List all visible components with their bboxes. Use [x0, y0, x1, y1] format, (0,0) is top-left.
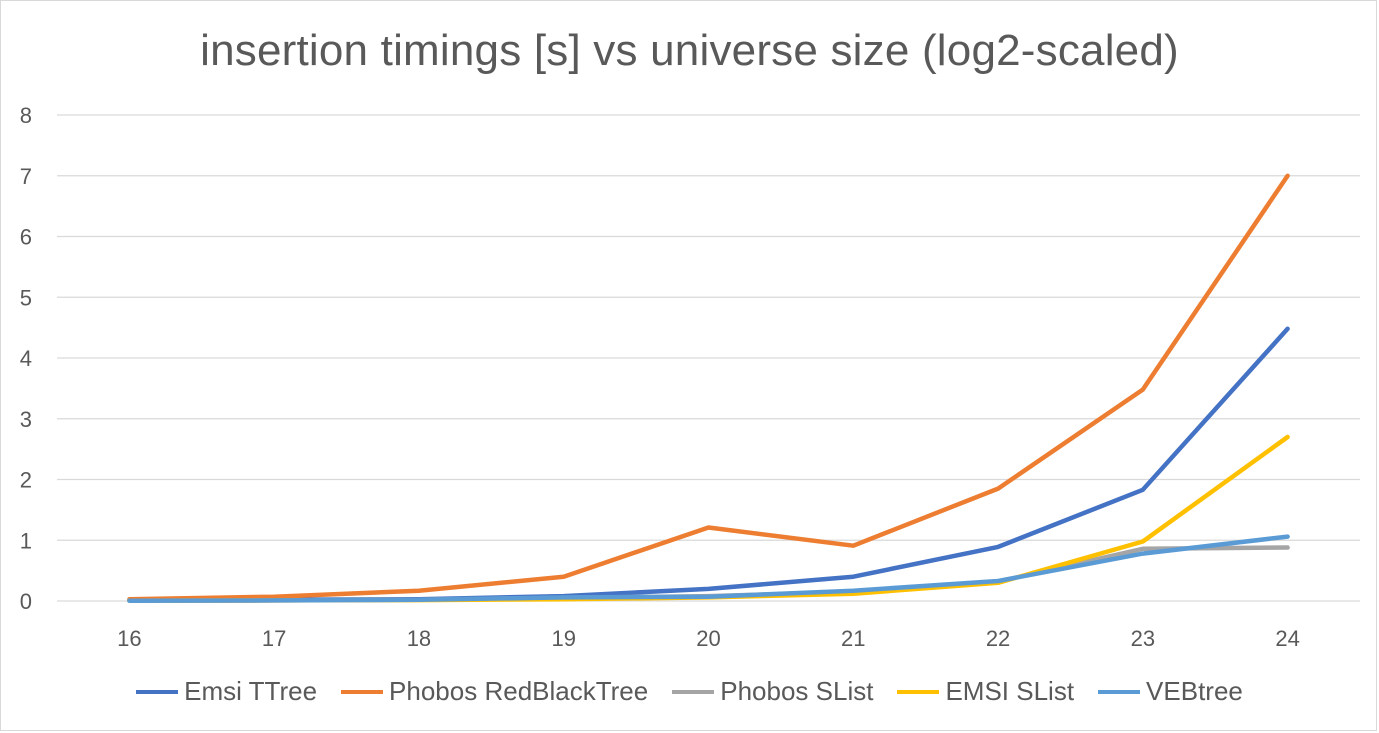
- legend-swatch: [897, 689, 940, 694]
- legend-item: Emsi TTree: [136, 676, 317, 707]
- x-tick-label: 20: [696, 626, 720, 651]
- y-tick-label: 3: [20, 407, 32, 432]
- y-axis-ticks: 0 1 2 3 4 5 6 7 8: [20, 103, 32, 614]
- y-tick-label: 0: [20, 589, 32, 614]
- legend-swatch: [341, 689, 384, 694]
- series-line-emsi-slist: [127, 434, 1290, 603]
- series-line-phobos-slist: [127, 545, 1290, 603]
- x-tick-label: 24: [1275, 626, 1299, 651]
- series-line-vebtree: [127, 534, 1290, 603]
- x-tick-label: 21: [841, 626, 865, 651]
- y-tick-label: 4: [20, 346, 32, 371]
- x-tick-label: 18: [407, 626, 431, 651]
- legend-item: Phobos SList: [672, 676, 873, 707]
- legend-label: Phobos RedBlackTree: [389, 676, 649, 706]
- legend-item: Phobos RedBlackTree: [341, 676, 648, 707]
- y-tick-label: 5: [20, 285, 32, 310]
- legend-label: VEBtree: [1146, 676, 1243, 706]
- series-lines: [127, 173, 1290, 603]
- legend-label: Emsi TTree: [184, 676, 318, 706]
- y-tick-label: 6: [20, 225, 32, 250]
- x-tick-label: 23: [1131, 626, 1155, 651]
- y-tick-label: 8: [20, 103, 32, 128]
- y-tick-label: 7: [20, 164, 32, 189]
- x-axis-ticks: 16 17 18 19 20 21 22 23 24: [117, 626, 1300, 651]
- legend-item: VEBtree: [1098, 676, 1243, 707]
- x-tick-label: 16: [117, 626, 141, 651]
- gridlines: [57, 114, 1360, 602]
- y-tick-label: 1: [20, 528, 32, 553]
- legend-label: Phobos SList: [720, 676, 874, 706]
- y-tick-label: 2: [20, 468, 32, 493]
- legend-swatch: [1098, 689, 1141, 694]
- legend-swatch: [136, 689, 179, 694]
- legend-label: EMSI SList: [945, 676, 1075, 706]
- legend-item: EMSI SList: [897, 676, 1074, 707]
- x-tick-label: 22: [986, 626, 1010, 651]
- legend: Emsi TTree Phobos RedBlackTree Phobos SLis…: [0, 676, 1379, 707]
- legend-swatch: [672, 689, 715, 694]
- x-tick-label: 17: [262, 626, 286, 651]
- chart-title: insertion timings [s] vs universe size (…: [200, 26, 1179, 75]
- series-line-phobos-redblacktree: [127, 173, 1290, 602]
- x-tick-label: 19: [551, 626, 575, 651]
